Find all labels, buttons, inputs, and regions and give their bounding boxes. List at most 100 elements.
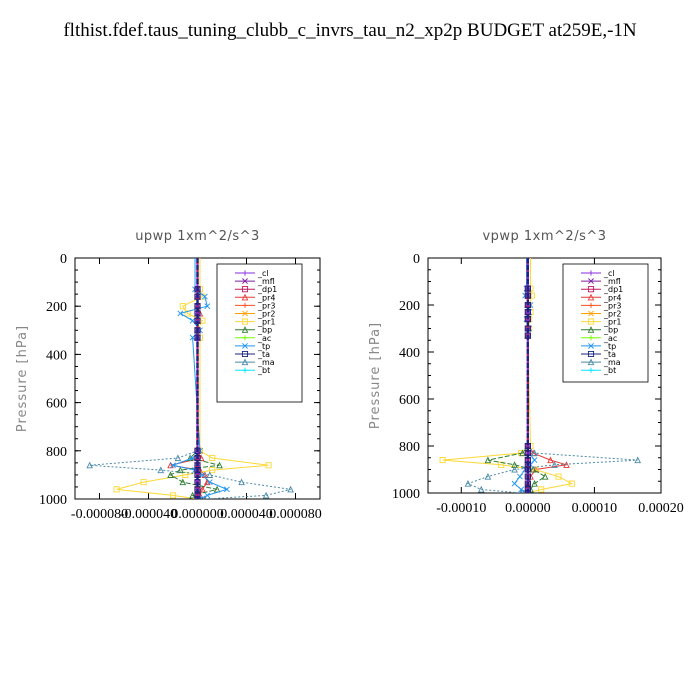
legend-entry: _dp1 bbox=[581, 285, 623, 294]
legend-marker bbox=[242, 367, 248, 373]
legend-entry: _bt bbox=[581, 366, 616, 375]
series-point bbox=[516, 473, 523, 480]
legend-marker bbox=[242, 278, 248, 285]
legend-label: _ma bbox=[257, 358, 275, 367]
series-point bbox=[189, 334, 196, 341]
legend-marker bbox=[242, 335, 248, 341]
legend-label: _pr3 bbox=[603, 301, 621, 310]
x-tick-label: 0.00000 bbox=[505, 501, 551, 516]
legend-label: _ac bbox=[603, 334, 617, 343]
series-point bbox=[524, 490, 531, 493]
legend: _cl_mfl_dp1_pr4_pr3_pr2_pr1_bp_ac_tp_ta_… bbox=[562, 263, 649, 383]
legend-entry: _pr4 bbox=[581, 293, 621, 302]
series-point bbox=[531, 457, 538, 464]
series-point bbox=[174, 454, 182, 462]
legend-marker bbox=[587, 286, 595, 293]
series-point bbox=[524, 466, 531, 473]
legend-label: _pr3 bbox=[257, 301, 275, 310]
series-point bbox=[262, 491, 270, 499]
series-line bbox=[442, 258, 574, 493]
legend-label: _pr2 bbox=[257, 310, 275, 319]
x-tick-label: -0.000080 bbox=[71, 507, 128, 522]
legend-label: _ta bbox=[257, 350, 270, 359]
series-point bbox=[634, 456, 642, 464]
legend-entry: _bp bbox=[581, 326, 618, 335]
plot-area bbox=[439, 258, 642, 493]
legend-entry: _mfl bbox=[581, 277, 621, 286]
legend-entry: _pr4 bbox=[235, 293, 275, 302]
series-point bbox=[194, 334, 201, 341]
y-tick-label: 400 bbox=[46, 348, 67, 363]
legend-entry: _pr2 bbox=[235, 310, 275, 319]
series-point bbox=[113, 486, 120, 493]
series-point bbox=[551, 461, 558, 468]
legend: _cl_mfl_dp1_pr4_pr3_pr2_pr1_bp_ac_tp_ta_… bbox=[216, 263, 303, 403]
legend-entry: _ac bbox=[235, 334, 271, 343]
legend-label: _cl bbox=[603, 269, 615, 278]
legend-marker bbox=[242, 310, 248, 317]
legend-label: _ma bbox=[603, 358, 621, 367]
legend-box bbox=[562, 263, 649, 383]
series-point bbox=[568, 480, 575, 487]
series-point bbox=[194, 293, 201, 300]
legend-label: _dp1 bbox=[603, 285, 623, 294]
page-title: flthist.fdef.taus_tuning_clubb_c_invrs_t… bbox=[63, 20, 637, 41]
y-tick-label: 800 bbox=[46, 445, 67, 460]
chart-title: upwp 1xm^2/s^3 bbox=[135, 229, 260, 244]
series-point bbox=[194, 496, 201, 499]
legend-label: _bp bbox=[603, 326, 618, 335]
legend-label: _pr1 bbox=[603, 318, 621, 327]
series-point bbox=[194, 471, 201, 478]
series-pr1 bbox=[439, 258, 575, 493]
series-point bbox=[179, 303, 186, 310]
series-point bbox=[206, 471, 214, 478]
series-point bbox=[511, 465, 518, 473]
legend-entry: _pr3 bbox=[235, 301, 275, 310]
legend-marker bbox=[588, 342, 594, 349]
legend-marker bbox=[588, 278, 594, 285]
series-point bbox=[201, 293, 208, 300]
series-point bbox=[484, 456, 492, 464]
series-point bbox=[547, 456, 554, 464]
legend-marker bbox=[588, 270, 594, 276]
series-point bbox=[170, 462, 176, 469]
legend-marker bbox=[587, 358, 595, 366]
series-point bbox=[194, 286, 201, 293]
legend-label: _tp bbox=[603, 342, 616, 351]
legend-entry: _ma bbox=[581, 358, 621, 367]
y-axis-label: Pressure [hPa] bbox=[15, 325, 30, 432]
series-point bbox=[194, 479, 201, 486]
series-point bbox=[177, 466, 184, 474]
legend-marker bbox=[241, 286, 249, 293]
legend-label: _dp1 bbox=[257, 285, 277, 294]
legend-marker bbox=[242, 302, 248, 308]
legend-label: _pr4 bbox=[257, 293, 275, 302]
series-point bbox=[194, 303, 201, 310]
legend-entry: _cl bbox=[235, 269, 269, 278]
series-point bbox=[524, 316, 531, 323]
series-point bbox=[86, 461, 94, 469]
series-point bbox=[189, 491, 196, 499]
series-point bbox=[531, 479, 538, 487]
series-point bbox=[477, 485, 485, 493]
legend-box bbox=[216, 263, 303, 403]
series-point bbox=[541, 472, 549, 480]
legend-marker bbox=[588, 310, 594, 317]
legend-marker bbox=[588, 367, 594, 373]
series-point bbox=[194, 447, 201, 454]
series-point bbox=[524, 292, 531, 299]
series-point bbox=[194, 310, 201, 317]
legend-marker bbox=[587, 326, 595, 333]
legend-marker bbox=[587, 318, 595, 325]
legend-entry: _ma bbox=[235, 358, 275, 367]
series-point bbox=[531, 449, 538, 457]
legend-entry: _bt bbox=[235, 366, 270, 375]
series-point bbox=[529, 465, 537, 473]
y-tick-label: 0 bbox=[60, 252, 67, 267]
y-tick-label: 0 bbox=[413, 252, 420, 267]
legend-marker bbox=[241, 293, 249, 301]
y-tick-label: 200 bbox=[399, 299, 420, 314]
x-tick-label: 0.00020 bbox=[638, 501, 684, 516]
y-axis-label: Pressure [hPa] bbox=[368, 322, 383, 429]
